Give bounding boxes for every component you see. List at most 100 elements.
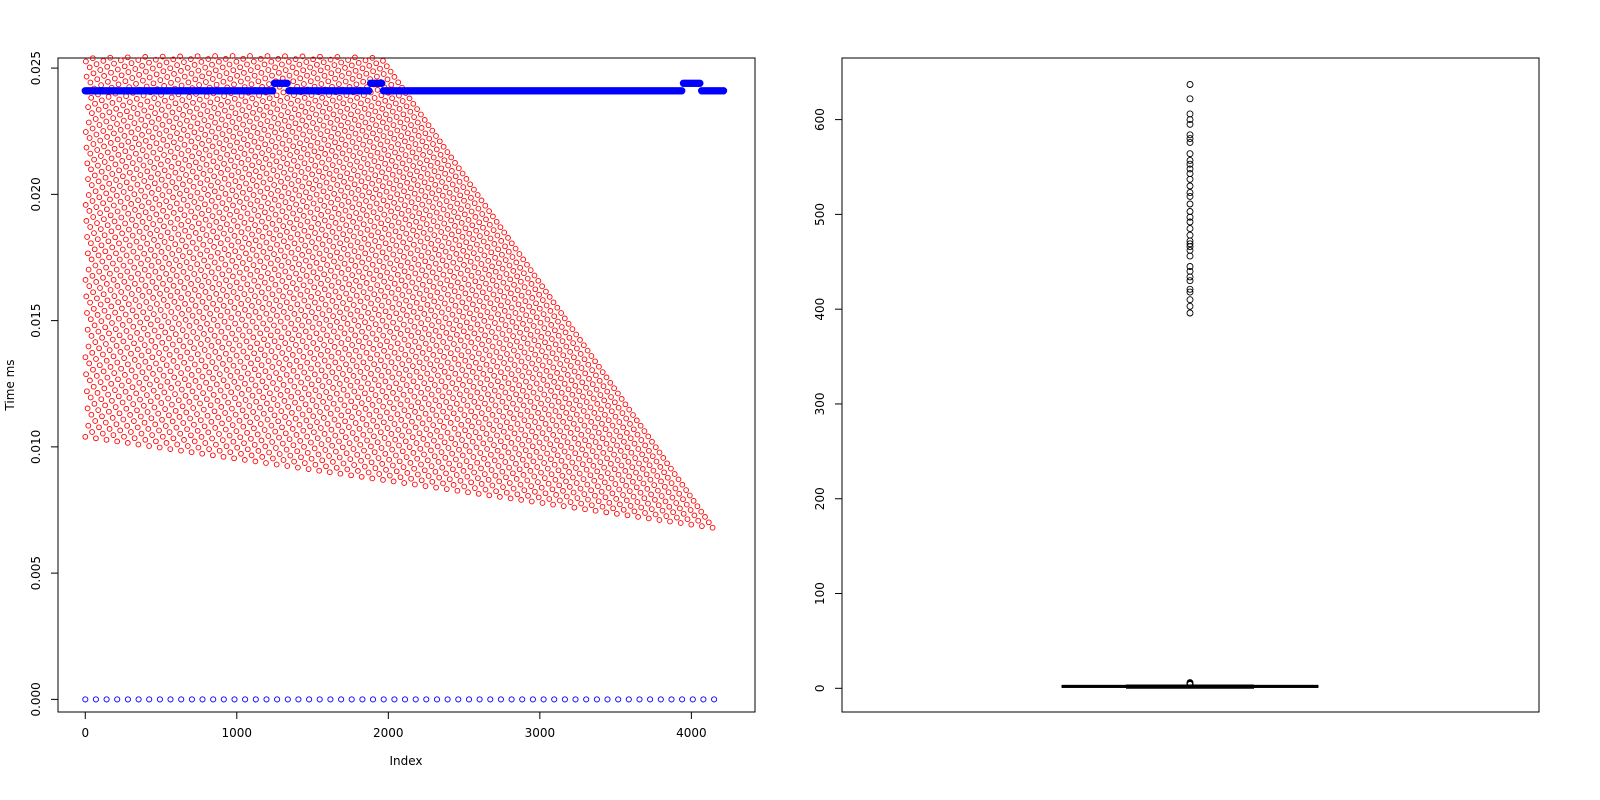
red-point <box>421 244 428 250</box>
red-point <box>174 76 181 83</box>
red-point <box>339 428 345 435</box>
red-point <box>196 96 203 103</box>
red-point <box>296 261 302 268</box>
red-point <box>357 215 363 222</box>
red-point <box>281 253 288 260</box>
red-point <box>395 205 401 212</box>
red-point <box>380 119 386 126</box>
red-point <box>219 200 226 206</box>
red-point <box>546 359 553 365</box>
red-point <box>530 309 536 315</box>
red-point <box>551 461 558 468</box>
red-point <box>599 420 605 427</box>
red-point <box>317 131 324 137</box>
red-point <box>201 257 207 264</box>
red-point <box>666 503 673 510</box>
red-point <box>193 319 200 325</box>
red-point <box>466 433 472 439</box>
red-point <box>330 111 337 118</box>
red-point <box>310 340 317 346</box>
red-point <box>536 371 543 378</box>
red-point <box>278 262 285 269</box>
red-point <box>434 443 441 450</box>
blue-open-point <box>668 696 675 703</box>
red-point <box>242 165 249 172</box>
red-point <box>94 312 101 318</box>
red-point <box>321 72 328 79</box>
red-point <box>108 303 115 310</box>
red-point <box>274 241 280 248</box>
red-point <box>461 262 467 268</box>
red-point <box>147 321 154 328</box>
red-point <box>138 352 145 359</box>
red-point <box>88 411 95 418</box>
red-point <box>537 319 544 326</box>
red-point <box>297 291 304 298</box>
red-point <box>536 291 542 298</box>
red-point <box>483 280 489 287</box>
red-point <box>205 192 211 198</box>
red-point <box>216 58 222 65</box>
red-point <box>133 166 140 172</box>
red-point <box>174 130 180 136</box>
red-point <box>260 320 267 327</box>
red-point <box>268 123 275 130</box>
red-point <box>699 523 705 529</box>
red-point <box>351 116 358 123</box>
red-point <box>296 192 303 199</box>
red-point <box>347 242 354 249</box>
red-point <box>172 391 178 397</box>
red-point <box>134 424 141 431</box>
red-point <box>101 73 107 79</box>
red-point <box>372 172 379 179</box>
red-point <box>677 505 683 512</box>
red-point <box>189 168 196 175</box>
red-point <box>559 472 566 479</box>
red-point <box>598 474 604 480</box>
red-point <box>401 253 407 260</box>
red-point <box>378 445 385 451</box>
red-point <box>415 329 422 336</box>
red-point <box>178 447 184 454</box>
red-point <box>429 406 436 413</box>
red-point <box>405 130 411 137</box>
red-point <box>174 216 181 222</box>
red-point <box>548 471 555 478</box>
red-point <box>97 67 104 73</box>
red-point <box>514 353 521 359</box>
red-point <box>162 255 169 261</box>
red-point <box>320 415 327 421</box>
red-point <box>176 247 182 254</box>
red-point <box>183 172 189 178</box>
red-point <box>395 155 402 161</box>
red-point <box>112 234 119 241</box>
blue-open-point <box>711 696 718 703</box>
red-point <box>483 294 490 301</box>
outlier-point <box>1186 200 1194 208</box>
red-point <box>212 119 218 126</box>
red-point <box>298 307 305 313</box>
red-point <box>189 388 196 395</box>
red-point <box>405 342 412 349</box>
red-point <box>98 168 105 175</box>
red-point <box>364 161 371 167</box>
red-point <box>608 460 614 467</box>
red-point <box>529 428 535 435</box>
red-point <box>272 64 278 71</box>
red-point <box>120 189 127 195</box>
red-point <box>458 220 465 226</box>
red-point <box>356 338 362 345</box>
red-point <box>230 202 236 209</box>
red-point <box>144 98 151 105</box>
red-point <box>334 249 340 256</box>
red-point <box>377 273 384 279</box>
red-point <box>113 266 120 273</box>
red-point <box>289 195 296 202</box>
red-point <box>415 414 422 421</box>
red-point <box>328 426 335 433</box>
red-point <box>370 346 377 352</box>
red-point <box>118 289 125 295</box>
red-point <box>340 100 347 107</box>
red-point <box>239 316 245 323</box>
red-point <box>510 268 517 274</box>
